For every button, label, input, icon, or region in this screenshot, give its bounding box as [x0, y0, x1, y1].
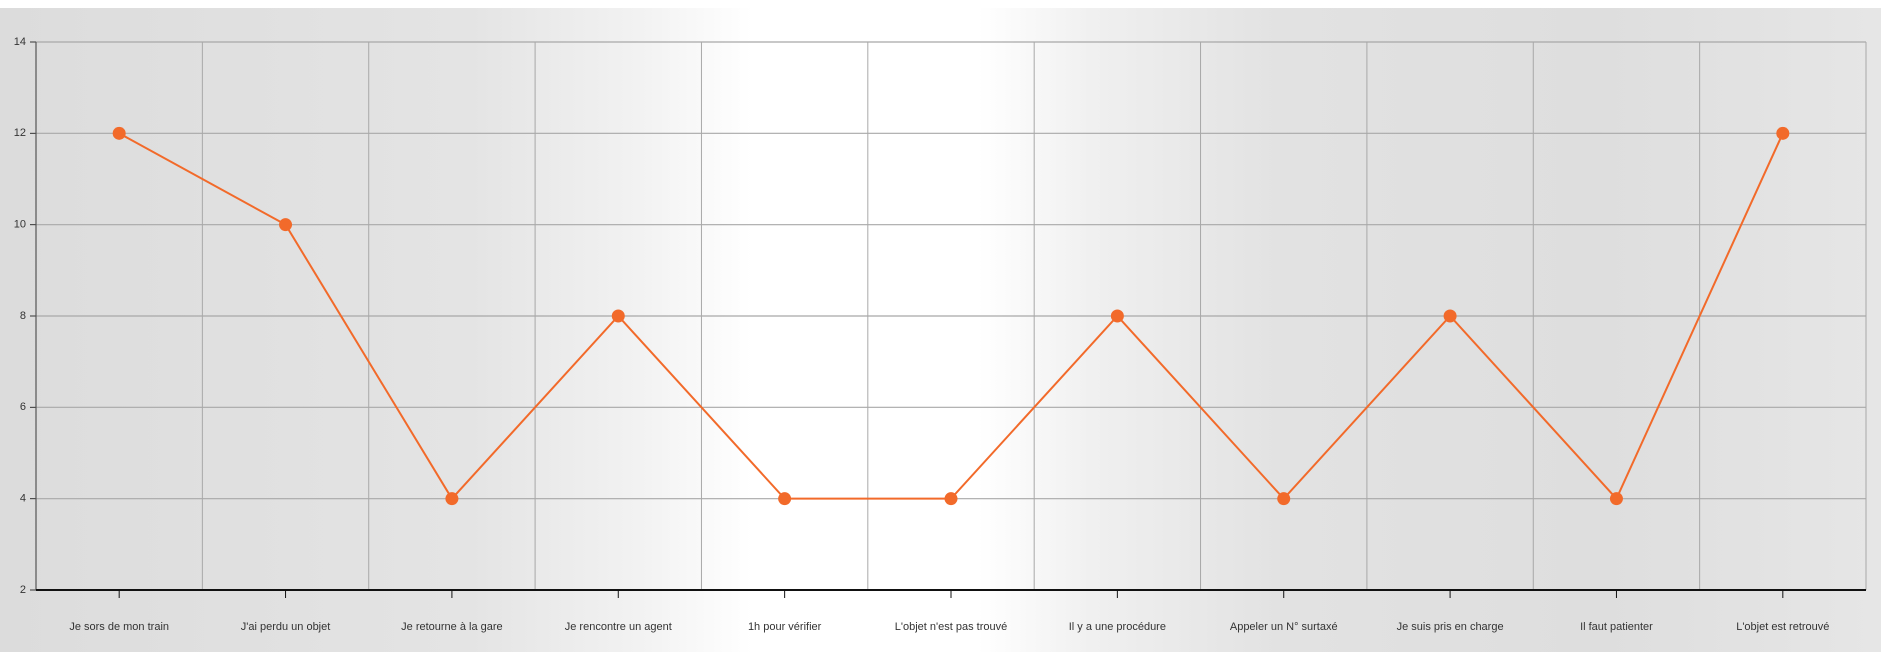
y-tick-label: 2: [20, 584, 26, 596]
point: [611, 309, 625, 323]
point: [1443, 309, 1457, 323]
x-tick-label: Il faut patienter: [1580, 621, 1653, 633]
x-tick-label: Je rencontre un agent: [565, 621, 672, 633]
top-strip: [0, 0, 1881, 8]
x-tick-label: Je suis pris en charge: [1397, 621, 1504, 633]
y-tick-label: 12: [14, 127, 26, 139]
point: [1609, 492, 1623, 506]
point: [445, 492, 459, 506]
point: [1277, 492, 1291, 506]
point: [944, 492, 958, 506]
point: [1776, 126, 1790, 140]
x-tick-label: L'objet n'est pas trouvé: [895, 621, 1007, 633]
point: [279, 218, 293, 232]
x-tick-label: Il y a une procédure: [1069, 621, 1166, 633]
x-tick-label: 1h pour vérifier: [748, 621, 822, 633]
y-tick-label: 4: [20, 493, 26, 505]
x-tick-label: Appeler un N° surtaxé: [1230, 621, 1338, 633]
y-tick-label: 14: [14, 36, 26, 48]
point: [778, 492, 792, 506]
y-tick-label: 6: [20, 401, 26, 413]
x-tick-label: J'ai perdu un objet: [241, 621, 331, 633]
point: [1110, 309, 1124, 323]
x-tick-label: L'objet est retrouvé: [1736, 621, 1829, 633]
x-tick-label: Je sors de mon train: [69, 621, 169, 633]
y-tick-label: 10: [14, 219, 26, 231]
y-tick-label: 8: [20, 310, 26, 322]
point: [112, 126, 126, 140]
x-tick-label: Je retourne à la gare: [401, 621, 503, 633]
